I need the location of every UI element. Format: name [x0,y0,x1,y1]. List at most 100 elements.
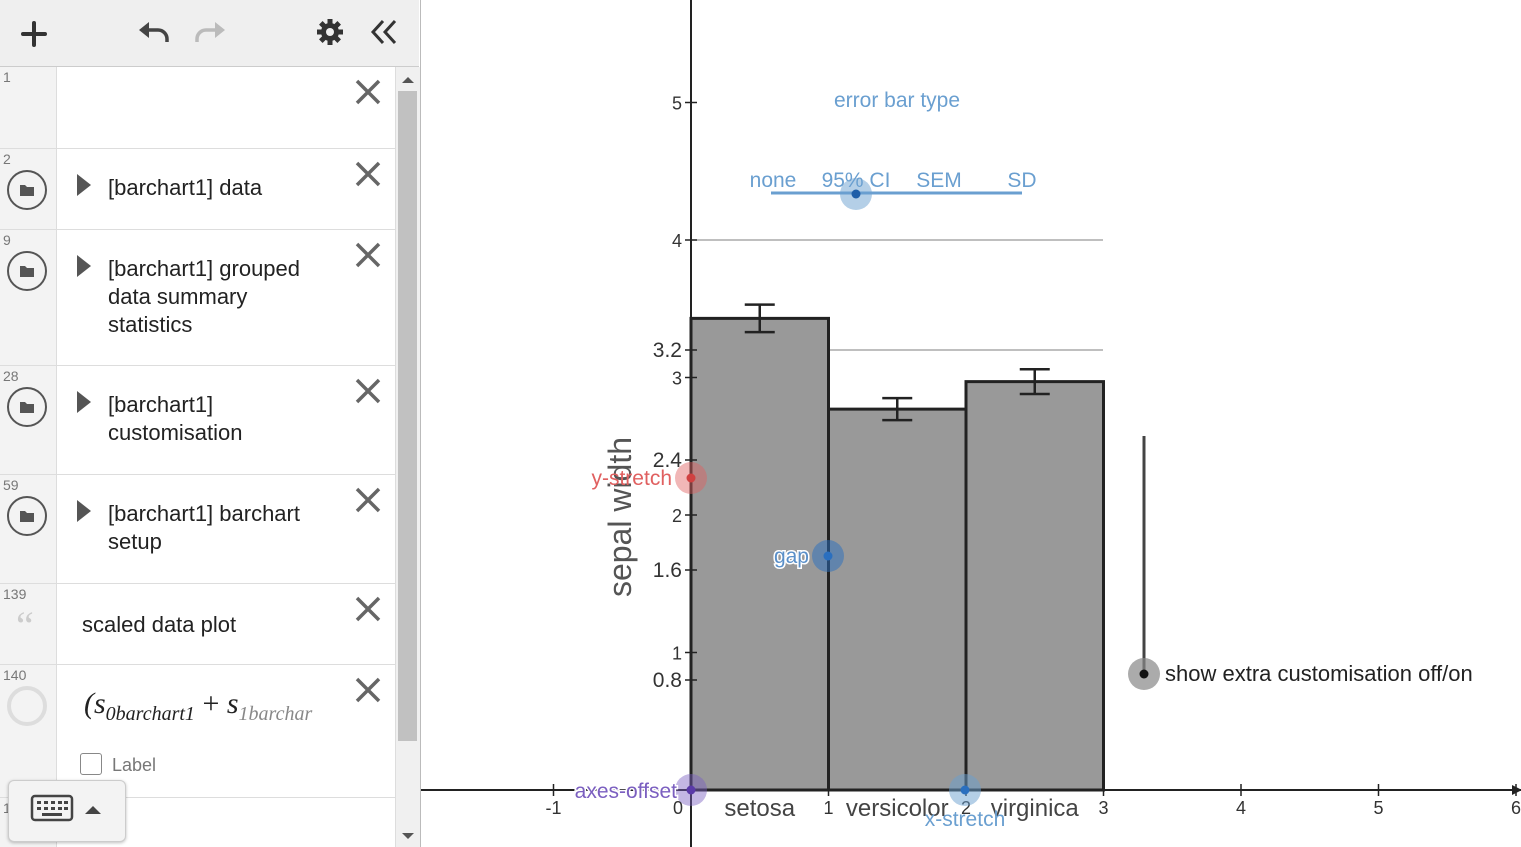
expression-gutter: 9 [0,230,57,365]
expression-toolbar [0,0,419,67]
graph-canvas[interactable]: setosa versicolor virginica 5 4 3.2 3 2.4 2 1.6 1… [420,0,1521,847]
expression-number: 9 [3,232,11,248]
x-tick-label: 3 [1098,798,1108,818]
folder-title-line: [barchart1] [108,392,214,417]
folder-title[interactable]: [barchart1] customisation [108,391,243,447]
y-tick-label: 5 [672,94,682,114]
y-stretch-point [686,473,696,483]
category-label: versicolor [846,795,949,822]
expand-triangle-icon[interactable] [77,255,91,277]
bar-setosa [689,316,830,792]
y-tick-label: 4 [672,231,682,251]
expression-gutter: 2 [0,149,57,229]
expression-number: 1 [3,800,11,816]
expression-row[interactable]: 1 [0,67,395,149]
expression-panel: 1 2 [barchart1] data 9 [barchart1] group… [0,0,420,847]
folder-icon[interactable] [7,496,47,536]
x-tick-label: 0 [673,798,683,818]
y-axis-label: sepal width [602,437,638,597]
category-label: setosa [724,795,795,822]
folder-title-line: statistics [108,312,193,337]
expression-row[interactable]: 2 [barchart1] data [0,149,395,230]
bar-chart[interactable]: setosa versicolor virginica 5 4 3.2 3 2.4 2 1.6 1… [421,0,1521,847]
label-checkbox-text: Label [112,755,157,775]
gap-label: gap [774,545,809,568]
folder-icon[interactable] [7,170,47,210]
math-expression[interactable]: (s0barchart1 + s1barchar [84,687,340,726]
folder-title-line: [barchart1] barchart [108,501,300,526]
close-icon[interactable] [353,376,383,406]
x-tick-label: 6 [1511,798,1521,818]
expand-triangle-icon[interactable] [77,174,91,196]
close-icon[interactable] [353,485,383,515]
expression-number: 140 [3,667,27,683]
y-tick-label: 0.8 [653,669,682,692]
axes-offset-label: axes-offset [575,780,677,803]
redo-icon[interactable] [190,14,230,54]
expression-gutter: 139 “ [0,584,57,664]
x-stretch-label: x-stretch [925,808,1006,831]
undo-icon[interactable] [134,14,174,54]
double-chevron-left-icon[interactable] [364,12,404,52]
expression-number: 2 [3,151,11,167]
x-tick-label: -1 [545,798,561,818]
x-stretch-point [960,785,970,795]
category-label: virginica [991,795,1080,822]
expression-gutter: 59 [0,475,57,583]
error-bar-slider-point [851,189,861,199]
color-toggle-icon[interactable] [7,686,47,726]
x-tick-label: 5 [1373,798,1383,818]
label-checkbox[interactable] [80,753,102,775]
math-subscript: 0barchart1 [105,703,195,725]
expression-gutter: 28 [0,366,57,474]
folder-title-line: customisation [108,420,243,445]
math-operator: + [202,687,220,720]
close-icon[interactable] [353,240,383,270]
x-tick-label: 2 [961,798,971,818]
folder-icon[interactable] [7,387,47,427]
folder-title[interactable]: [barchart1] data [108,175,263,200]
x-tick-label: 4 [1236,798,1246,818]
folder-title-line: data summary [108,284,248,309]
toggle-label: show extra customisation off/on [1165,661,1473,686]
folder-title[interactable]: [barchart1] grouped data summary statist… [108,255,300,339]
toggle-point [1139,669,1149,679]
expression-row[interactable]: 59 [barchart1] barchart setup [0,475,395,584]
close-icon[interactable] [353,77,383,107]
expression-row[interactable]: 140 (s0barchart1 + s1barchar Label [0,665,395,798]
y-tick-label: 3.2 [653,339,682,362]
note-text[interactable]: scaled data plot [82,612,237,637]
expression-number: 139 [3,586,27,602]
bar-versicolor [827,407,968,792]
gear-icon[interactable] [310,12,350,52]
y-tick-label: 1 [672,644,682,664]
math-subscript: 1barchar [238,703,313,725]
y-tick-label: 3 [672,369,682,389]
y-tick-label: 1.6 [653,559,682,582]
gap-point [823,551,833,561]
keyboard-icon [30,794,74,822]
plus-icon[interactable] [14,14,54,54]
y-tick-label: 2.4 [653,449,683,472]
expression-row[interactable]: 139 “ scaled data plot [0,584,395,665]
expression-gutter: 140 [0,665,57,797]
expression-row[interactable]: 9 [barchart1] grouped data summary stati… [0,230,395,366]
quote-icon: “ [16,603,34,648]
bar-virginica [964,380,1105,792]
expression-row[interactable]: 28 [barchart1] customisation [0,366,395,475]
expand-triangle-icon[interactable] [77,391,91,413]
error-bar-title: error bar type [834,89,960,112]
scrollbar[interactable] [395,67,420,847]
keyboard-toggle-button[interactable] [8,780,126,842]
folder-icon[interactable] [7,251,47,291]
expression-number: 1 [3,69,11,85]
folder-title[interactable]: [barchart1] barchart setup [108,500,300,556]
expression-number: 59 [3,477,19,493]
y-stretch-label: y-stretch [591,467,672,490]
close-icon[interactable] [353,594,383,624]
close-icon[interactable] [353,675,383,705]
expression-list: 1 2 [barchart1] data 9 [barchart1] group… [0,67,395,847]
close-icon[interactable] [353,159,383,189]
error-bar-option: SD [1007,169,1036,192]
expand-triangle-icon[interactable] [77,500,91,522]
